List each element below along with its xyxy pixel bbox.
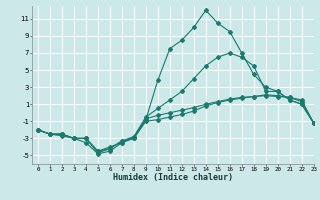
X-axis label: Humidex (Indice chaleur): Humidex (Indice chaleur) (113, 173, 233, 182)
